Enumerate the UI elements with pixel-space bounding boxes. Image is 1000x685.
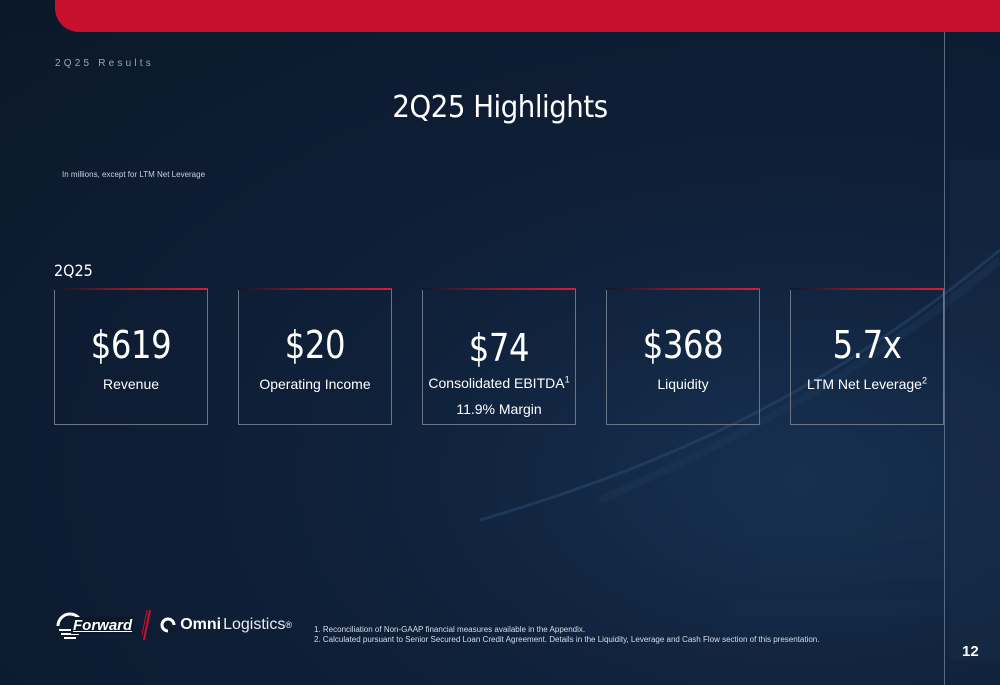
units-note: In millions, except for LTM Net Leverage [62,170,206,179]
omni-wordmark-thin: Logistics [223,616,286,633]
kpi-card-operating-income: $20 Operating Income [238,288,392,425]
footnote-marker: 1 [564,374,570,385]
kpi-card-net-leverage: 5.7x LTM Net Leverage2 [790,288,944,425]
kpi-value: $619 [90,323,172,367]
omni-wordmark-bold: Omni [180,616,222,633]
forward-logo: Forward [55,610,135,640]
period-label: 2Q25 [54,261,93,280]
kpi-sublabel: 11.9% Margin [456,401,542,417]
kpi-value: 5.7x [832,323,902,367]
kpi-label: Liquidity [657,376,709,392]
page-title: 2Q25 Highlights [392,90,608,125]
omni-logo: Omni Logistics ® [160,616,292,634]
company-logos: Forward Omni Logistics ® [55,610,292,640]
kpi-value: $20 [284,323,346,367]
right-divider [944,32,945,685]
forward-wordmark: Forward [71,616,135,634]
kpi-value: $74 [468,326,530,370]
kpi-label: Revenue [102,376,160,392]
footnotes: 1. Reconciliation of Non-GAAP financial … [314,625,819,645]
kpi-label: Consolidated EBITDA1 [428,374,570,391]
logo-divider-icon [142,610,152,640]
top-bar-corner [0,0,60,32]
kpi-card-ebitda: $74 Consolidated EBITDA1 11.9% Margin [422,288,576,425]
footnote-marker: 2 [921,375,927,386]
section-label: 2Q25 Results [55,58,154,69]
page-number: 12 [962,643,979,660]
kpi-card-revenue: $619 Revenue [54,288,208,425]
footnote-2: 2. Calculated pursuant to Senior Secured… [314,635,820,644]
kpi-value: $368 [642,323,724,367]
kpi-card-liquidity: $368 Liquidity [606,288,760,425]
top-accent-bar [55,0,1000,32]
kpi-label: Operating Income [259,376,371,392]
omni-emblem-icon [160,617,177,633]
footnote-1: 1. Reconciliation of Non-GAAP financial … [314,625,586,634]
kpi-label: LTM Net Leverage2 [807,375,927,392]
